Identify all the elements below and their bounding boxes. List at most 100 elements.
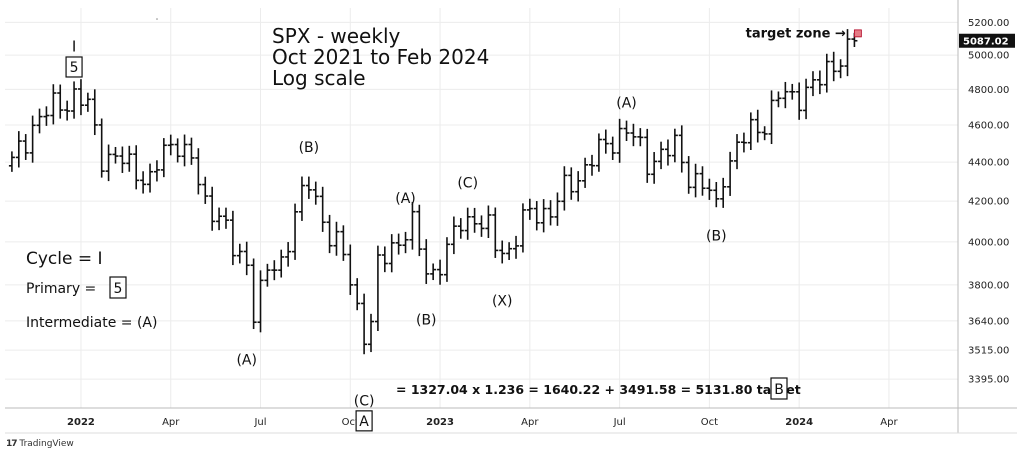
ohlc-bar bbox=[464, 207, 471, 240]
ohlc-bar bbox=[630, 123, 637, 147]
formula-box-b bbox=[770, 377, 788, 400]
ohlc-bar bbox=[658, 141, 665, 170]
ohlc-bar bbox=[637, 128, 644, 147]
ohlc-bar bbox=[699, 166, 706, 196]
ohlc-bar bbox=[153, 160, 160, 182]
ohlc-bar bbox=[71, 81, 78, 119]
ohlc-bar bbox=[471, 207, 478, 233]
ohlc-bar bbox=[506, 242, 513, 260]
ohlc-bar bbox=[264, 263, 271, 287]
x-tick-label: Apr bbox=[162, 417, 180, 428]
legend-primary-box bbox=[109, 276, 127, 299]
ohlc-bar bbox=[554, 192, 561, 226]
ohlc-bar bbox=[437, 259, 444, 285]
ohlc-bar bbox=[789, 83, 796, 100]
ohlc-bar bbox=[526, 198, 533, 220]
ohlc-bar bbox=[195, 148, 202, 195]
ohlc-bar bbox=[706, 178, 713, 200]
ohlc-bar bbox=[91, 89, 98, 136]
ohlc-bar bbox=[112, 146, 119, 164]
ohlc-bar bbox=[747, 112, 754, 150]
ohlc-bar bbox=[361, 293, 368, 355]
ohlc-bar bbox=[616, 118, 623, 163]
ohlc-bar bbox=[644, 128, 651, 183]
ohlc-bar bbox=[160, 138, 167, 178]
x-tick-label: Oct bbox=[701, 417, 718, 428]
ohlc-bar bbox=[64, 100, 71, 121]
ohlc-bar bbox=[582, 157, 589, 188]
ohlc-bar bbox=[519, 203, 526, 253]
ohlc-bar bbox=[209, 186, 216, 231]
ohlc-bar bbox=[734, 134, 741, 170]
ohlc-bar bbox=[326, 214, 333, 254]
ohlc-bar bbox=[77, 79, 84, 116]
ohlc-bar bbox=[664, 139, 671, 166]
wave-label: I bbox=[72, 37, 76, 55]
ohlc-bar bbox=[388, 234, 395, 273]
ohlc-bar bbox=[319, 186, 326, 232]
formula-box-b-label: B bbox=[774, 382, 784, 398]
ohlc-bar bbox=[126, 145, 133, 172]
ohlc-bar bbox=[450, 216, 457, 255]
legend-intermediate: Intermediate = (A) bbox=[26, 315, 157, 331]
chart-title-line: SPX - weekly bbox=[272, 24, 400, 48]
ohlc-bar bbox=[236, 243, 243, 264]
ohlc-bar bbox=[98, 118, 105, 178]
ohlc-bar bbox=[547, 200, 554, 226]
ohlc-bar bbox=[588, 154, 595, 176]
ohlc-bar bbox=[685, 156, 692, 194]
ohlc-bar bbox=[15, 131, 22, 168]
ohlc-bar bbox=[278, 249, 285, 278]
ohlc-bar bbox=[809, 71, 816, 97]
ohlc-bar bbox=[844, 29, 851, 77]
wave-label: (B) bbox=[706, 229, 727, 245]
ohlc-bar bbox=[533, 201, 540, 231]
ohlc-bar bbox=[416, 204, 423, 257]
ohlc-bar bbox=[181, 134, 188, 167]
chart-title-line: Oct 2021 to Feb 2024 bbox=[272, 45, 489, 69]
ohlc-bar bbox=[692, 163, 699, 198]
ohlc-bar bbox=[595, 133, 602, 172]
ohlc-bar bbox=[29, 115, 36, 163]
y-tick-label: 3800.00 bbox=[968, 280, 1009, 291]
target-zone-marker bbox=[853, 29, 862, 38]
wave-label-box bbox=[65, 56, 83, 78]
ohlc-bar bbox=[430, 263, 437, 281]
y-tick-label: 4400.00 bbox=[968, 158, 1009, 169]
ohlc-bar bbox=[623, 120, 630, 142]
y-tick-label: 4200.00 bbox=[968, 197, 1009, 208]
ohlc-bar bbox=[188, 137, 195, 165]
ohlc-bar bbox=[761, 126, 768, 141]
ohlc-bar bbox=[609, 136, 616, 161]
wave-label: (A) bbox=[395, 191, 416, 207]
ohlc-bar bbox=[409, 201, 416, 250]
target-formula: = 1327.04 x 1.236 = 1640.22 + 3491.58 = … bbox=[396, 382, 801, 397]
ohlc-bar bbox=[202, 176, 209, 204]
ohlc-bar bbox=[803, 78, 810, 120]
ohlc-bar bbox=[133, 145, 140, 190]
wave-label-box bbox=[355, 410, 373, 432]
ohlc-bar bbox=[222, 207, 229, 229]
x-tick-label: 2022 bbox=[67, 417, 95, 428]
ohlc-bar bbox=[727, 151, 734, 196]
wave-label: A bbox=[359, 414, 369, 430]
x-tick-label: Apr bbox=[521, 417, 539, 428]
ohlc-bar bbox=[22, 134, 29, 160]
ohlc-bar bbox=[216, 207, 223, 231]
ohlc-bar bbox=[575, 171, 582, 202]
ohlc-bar bbox=[816, 70, 823, 95]
wave-label: (B) bbox=[299, 140, 320, 156]
ohlc-bar bbox=[713, 181, 720, 208]
ohlc-bar bbox=[250, 258, 257, 330]
ohlc-bar bbox=[478, 215, 485, 237]
ohlc-bar bbox=[340, 225, 347, 261]
ohlc-bar bbox=[561, 166, 568, 211]
ohlc-bar bbox=[312, 181, 319, 205]
ohlc-bar bbox=[602, 129, 609, 154]
ohlc-bar bbox=[368, 313, 375, 353]
ohlc-bar bbox=[830, 51, 837, 82]
ohlc-bar bbox=[119, 146, 126, 173]
y-tick-label: 4600.00 bbox=[968, 120, 1009, 131]
ohlc-bar bbox=[333, 221, 340, 256]
